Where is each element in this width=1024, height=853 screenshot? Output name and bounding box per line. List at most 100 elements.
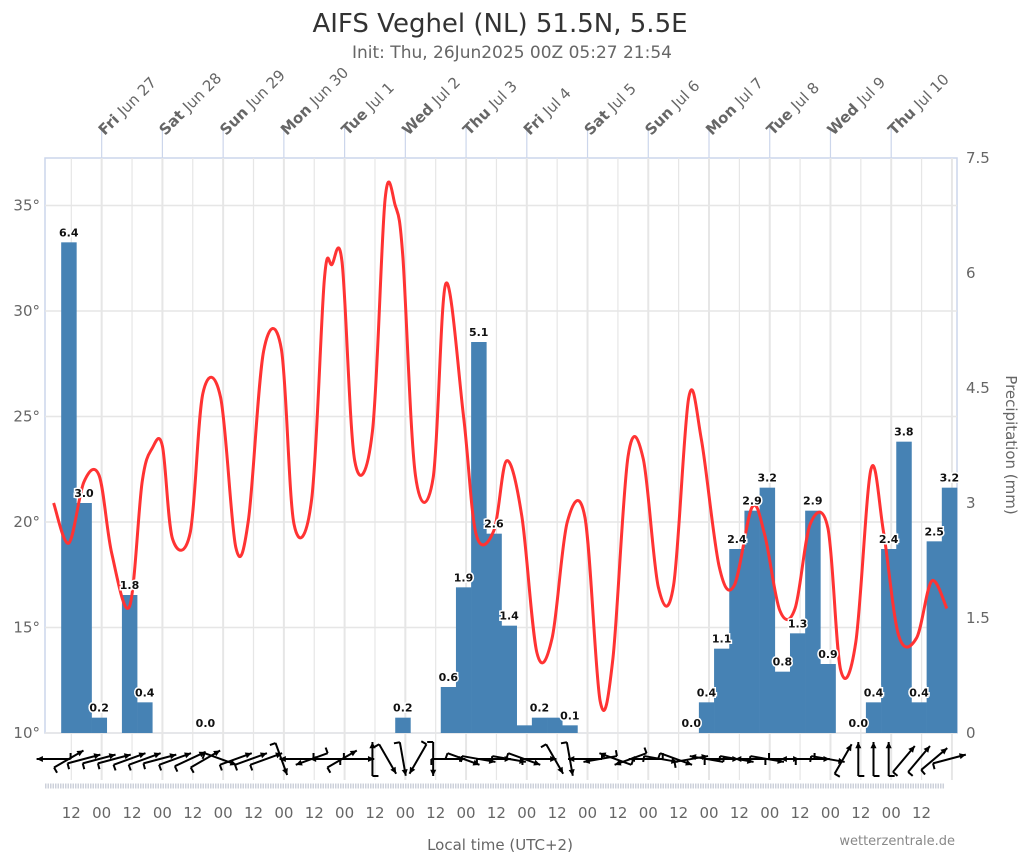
- wind-arrow: [521, 755, 557, 765]
- precip-bar: [516, 725, 533, 733]
- precip-bar-label: 0.0: [849, 717, 869, 730]
- precip-bar-label: 1.1: [712, 633, 732, 646]
- wind-arrow-head: [153, 752, 161, 759]
- right-tick-label: 1.5: [966, 609, 990, 627]
- wind-arrow: [249, 752, 283, 771]
- wind-arrow: [339, 755, 375, 765]
- wind-arrow-barb: [249, 764, 254, 771]
- wind-arrow-head: [557, 766, 564, 774]
- precip-bar-label: 3.2: [757, 472, 777, 485]
- precip-bar-label: 3.2: [940, 472, 960, 485]
- precip-bar-label: 2.9: [742, 495, 762, 508]
- precip-bar: [911, 702, 927, 733]
- wind-arrow-barb: [673, 761, 677, 769]
- wind-arrow-barb: [53, 767, 58, 774]
- wind-arrow-head: [349, 750, 357, 757]
- wind-arrow: [833, 743, 853, 778]
- precip-bar-label: 0.0: [682, 717, 702, 730]
- time-tick-label: 12: [62, 804, 81, 822]
- wind-arrow-head: [908, 745, 915, 753]
- wind-arrow-head: [940, 748, 948, 755]
- wind-arrow-head: [685, 759, 693, 766]
- precip-bar-label: 0.4: [864, 686, 884, 699]
- left-axis-temperature: 10° 15° 20° 25° 30° 35°: [13, 196, 40, 742]
- precip-bar: [714, 648, 730, 733]
- time-tick-label: 00: [517, 804, 536, 822]
- precip-bar: [926, 541, 943, 733]
- wind-arrow-head: [855, 742, 862, 749]
- wind-arrow-barb: [748, 755, 752, 763]
- precip-bar: [501, 625, 517, 733]
- wind-arrow-barb: [420, 740, 427, 746]
- wind-arrow-head: [36, 755, 43, 763]
- wind-arrow: [920, 747, 948, 776]
- wind-arrow-head: [550, 755, 557, 763]
- wind-arrow-head: [583, 757, 591, 764]
- precip-bar-label: 6.4: [59, 226, 79, 239]
- wind-arrow-head: [958, 753, 966, 760]
- wind-arrow-head: [780, 755, 787, 763]
- wind-arrow: [189, 749, 221, 774]
- precip-bar-label: 0.0: [196, 717, 216, 730]
- wind-arrow-barb: [490, 755, 494, 763]
- wind-arrow: [201, 752, 237, 766]
- wind-arrow: [408, 740, 428, 775]
- precip-bar-label: 0.8: [773, 656, 793, 669]
- time-tick-label: 00: [760, 804, 779, 822]
- wind-arrow: [373, 743, 397, 775]
- wind-arrow-head: [689, 754, 697, 761]
- day-label: Tue Jul 8: [763, 79, 823, 139]
- precip-bar-label: 3.8: [894, 426, 914, 439]
- time-tick-label: 00: [396, 804, 415, 822]
- precip-bar: [91, 717, 108, 733]
- day-label: Sun Jul 6: [641, 77, 703, 139]
- wind-arrow: [295, 747, 329, 766]
- wind-arrow: [127, 752, 162, 771]
- wind-arrow-barb: [643, 747, 648, 754]
- wind-arrow-barb: [932, 763, 936, 770]
- wind-arrow-head: [923, 745, 930, 753]
- precip-bar: [471, 342, 487, 733]
- wind-arrow: [234, 752, 268, 771]
- precip-bar-label: 0.4: [697, 686, 717, 699]
- day-label: Fri Jul 4: [520, 84, 575, 139]
- wind-arrow-head: [244, 752, 252, 759]
- wind-arrow: [96, 753, 132, 770]
- wind-arrow-barb: [326, 767, 332, 774]
- wind-arrow-head: [367, 755, 375, 763]
- time-tick-label: 12: [122, 804, 141, 822]
- wind-arrow-barb: [907, 771, 914, 777]
- time-tick-label: 00: [578, 804, 597, 822]
- precip-bar: [789, 633, 806, 733]
- precip-bar: [76, 503, 92, 733]
- precip-bar-label: 0.6: [439, 671, 459, 684]
- precip-bar: [562, 725, 578, 733]
- chart-subtitle: Init: Thu, 26Jun2025 00Z 05:27 21:54: [352, 43, 672, 63]
- wind-arrow-head: [295, 759, 303, 766]
- precip-bar: [395, 717, 411, 733]
- wind-arrow-head: [568, 755, 575, 763]
- wind-arrow: [885, 742, 895, 777]
- day-label: Wed Jul 9: [824, 73, 889, 138]
- time-tick-label: 12: [426, 804, 445, 822]
- wind-arrow-barb: [444, 752, 449, 760]
- time-tick-label: 12: [305, 804, 324, 822]
- precip-bar-label: 0.2: [393, 702, 413, 715]
- chart-title: AIFS Veghel (NL) 51.5N, 5.5E: [312, 9, 687, 39]
- precip-bar: [121, 595, 138, 733]
- time-tick-label: 12: [912, 804, 931, 822]
- time-tick-label: 12: [669, 804, 688, 822]
- wind-arrow-head: [279, 755, 286, 763]
- wind-arrow-head: [870, 742, 877, 749]
- precip-bar-label: 0.9: [818, 648, 838, 661]
- time-tick-label: 12: [548, 804, 567, 822]
- left-tick-label: 15°: [13, 618, 40, 636]
- precip-bar-label: 5.1: [469, 326, 489, 339]
- wind-arrow-head: [123, 753, 131, 760]
- left-tick-label: 10°: [13, 724, 40, 742]
- wind-arrow-barb: [718, 755, 722, 763]
- time-tick-label: 00: [821, 804, 840, 822]
- wind-arrow: [540, 743, 565, 775]
- wind-arrow: [81, 753, 116, 770]
